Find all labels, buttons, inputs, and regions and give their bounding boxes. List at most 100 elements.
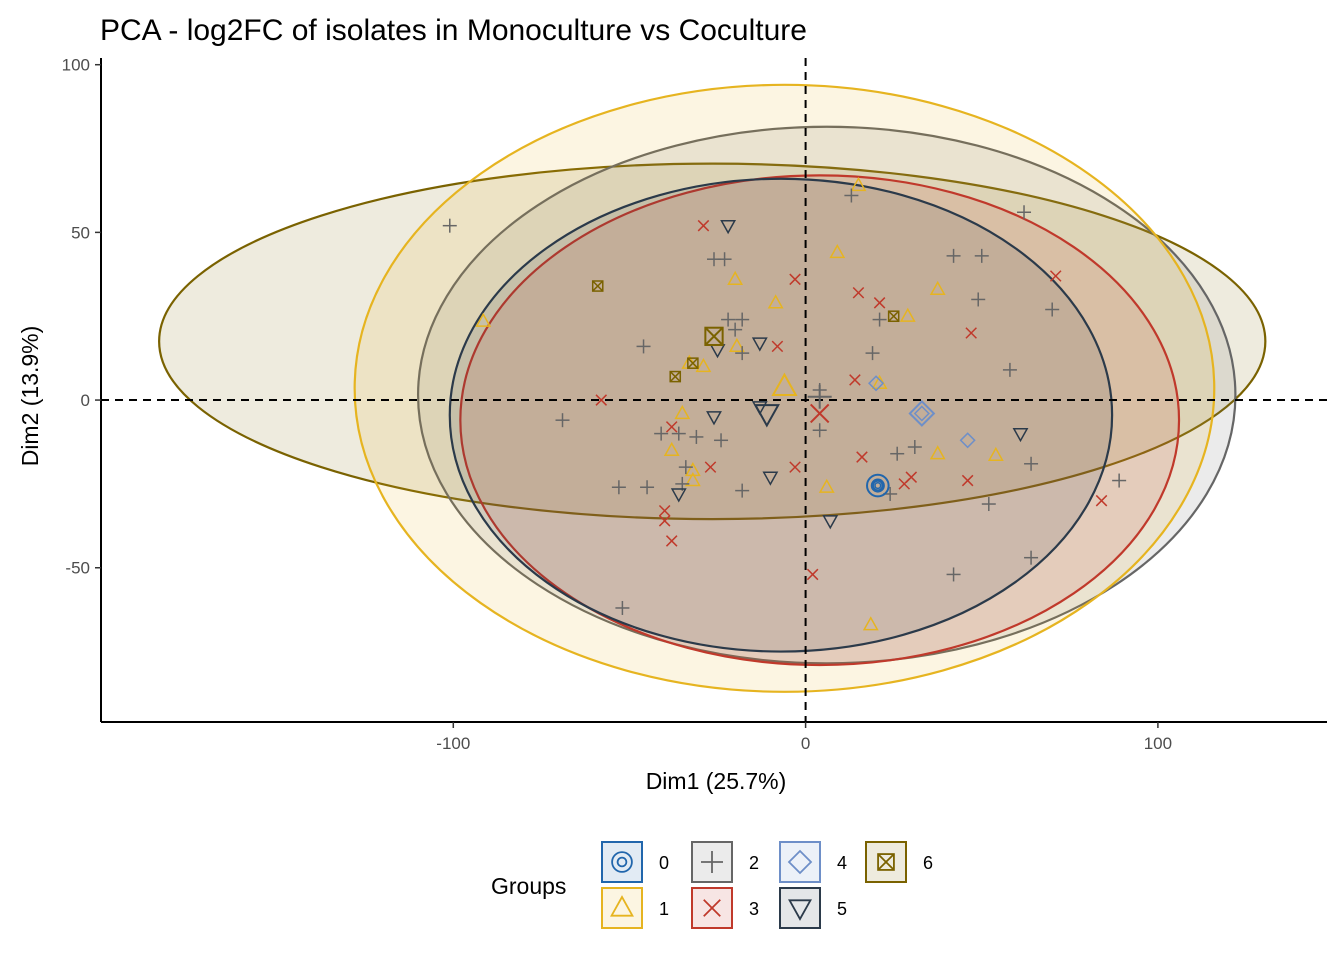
legend-key-symbol	[611, 851, 633, 873]
point-group-2-17	[735, 483, 750, 498]
point-group-2-26	[1017, 205, 1032, 220]
point-group-3-6	[704, 461, 717, 473]
legend-title: Groups	[491, 873, 566, 899]
point-group-2-35	[1024, 550, 1039, 565]
legend-key-2	[691, 841, 733, 883]
point-group-2-7	[636, 339, 651, 354]
point-group-1-17	[818, 478, 835, 493]
legend-key-box	[779, 887, 821, 929]
point-group-1-1	[727, 270, 744, 285]
point-group-3-16	[965, 327, 977, 339]
point-group-6-2	[669, 370, 682, 383]
x-tick-label: 100	[1144, 734, 1172, 753]
point-group-2-29	[1002, 362, 1017, 377]
point-group-2-0	[442, 218, 457, 233]
point-group-3-4	[658, 515, 671, 527]
point-group-2-28	[1045, 302, 1060, 317]
legend-key-0	[601, 841, 643, 883]
point-group-1-15	[929, 445, 946, 460]
point-group-1-12	[929, 280, 946, 296]
x-axis-title: Dim1 (25.7%)	[646, 768, 787, 794]
point-group-3-3	[658, 504, 671, 517]
x-tick-label: -100	[436, 734, 470, 753]
legend-key-symbol	[703, 899, 721, 917]
legend-key-box	[601, 887, 643, 929]
legend-key-symbol	[788, 899, 812, 921]
point-group-2-36	[946, 567, 961, 582]
point-group-3-0	[697, 219, 710, 232]
ellipse-group-6	[158, 162, 1267, 521]
point-group-2-18	[615, 600, 630, 615]
point-group-1-9	[850, 176, 867, 192]
y-axis-title: Dim2 (13.9%)	[17, 326, 43, 467]
point-group-5-1	[751, 337, 768, 352]
point-group-3-5	[665, 535, 678, 547]
point-group-3-11	[873, 297, 886, 309]
point-group-3-20	[806, 568, 819, 581]
y-tick-label: -50	[65, 559, 90, 578]
point-group-2-37	[1112, 473, 1127, 488]
legend-label-6: 6	[923, 853, 933, 873]
point-group-2-13	[678, 460, 693, 475]
point-group-1-6	[663, 441, 680, 457]
legend-key-1	[601, 887, 643, 929]
legend-key-symbol	[610, 895, 634, 917]
point-group-3-12	[849, 374, 861, 386]
confidence-ellipses	[158, 83, 1267, 693]
point-group-3-18	[1049, 270, 1062, 282]
axes: -100 0 100 -50 0 50 100	[62, 56, 1327, 753]
point-group-1-7	[684, 472, 701, 487]
point-group-2-11	[689, 429, 704, 444]
point-group-5-0	[720, 220, 737, 235]
legend-key-symbol	[701, 851, 723, 873]
point-group-5-7	[822, 515, 839, 530]
point-group-3-7	[771, 340, 784, 353]
point-group-2-9	[654, 426, 669, 441]
ellipse-group-3	[459, 174, 1181, 667]
point-group-3-2	[665, 421, 678, 433]
point-group-2-27	[971, 292, 986, 307]
point-group-2-8	[555, 413, 570, 428]
y-tick-label: 50	[71, 223, 90, 242]
chart-title: PCA - log2FC of isolates in Monoculture …	[100, 14, 807, 47]
point-group-2-15	[640, 480, 655, 495]
legend-label-3: 3	[749, 899, 759, 919]
legend-key-symbol	[787, 849, 813, 875]
legend-key-box	[779, 841, 821, 883]
point-group-2-25	[974, 248, 989, 263]
point-group-1-11	[767, 294, 784, 309]
ellipse-group-5	[448, 177, 1114, 653]
point-group-3-13	[856, 451, 868, 463]
point-group-6-3	[887, 310, 900, 323]
point-group-5-3	[706, 411, 722, 426]
point-group-3-10	[852, 286, 865, 299]
point-group-3-19	[1095, 494, 1108, 507]
point-group-3-15	[898, 478, 911, 490]
point-group-2-23	[812, 423, 827, 438]
point-group-3-17	[961, 474, 974, 487]
legend-key-3	[691, 887, 733, 929]
point-group-2-3	[721, 312, 736, 327]
point-group-3-1	[595, 394, 608, 406]
y-tick-label: 100	[62, 56, 90, 75]
point-group-2-19	[844, 188, 859, 203]
point-group-5-5	[762, 471, 779, 486]
point-group-1-2	[728, 337, 745, 353]
point-group-2-6	[735, 346, 750, 361]
point-group-2-5	[728, 322, 743, 337]
centroid-group-3	[809, 403, 830, 424]
point-group-2-21	[865, 346, 880, 361]
centroid-group-4	[908, 400, 936, 427]
legend-label-4: 4	[837, 853, 847, 873]
legend-label-1: 1	[659, 899, 669, 919]
group-centroids	[704, 326, 936, 498]
point-group-5-8	[1012, 427, 1029, 443]
y-tick-label: 0	[81, 391, 90, 410]
legend-label-2: 2	[749, 853, 759, 873]
centroid-group-0	[866, 473, 890, 498]
point-group-6-1	[687, 357, 699, 369]
point-group-2-2	[717, 252, 732, 267]
point-group-2-12	[714, 433, 729, 448]
point-group-4-2	[867, 375, 885, 392]
centroid-group-6	[704, 326, 724, 346]
